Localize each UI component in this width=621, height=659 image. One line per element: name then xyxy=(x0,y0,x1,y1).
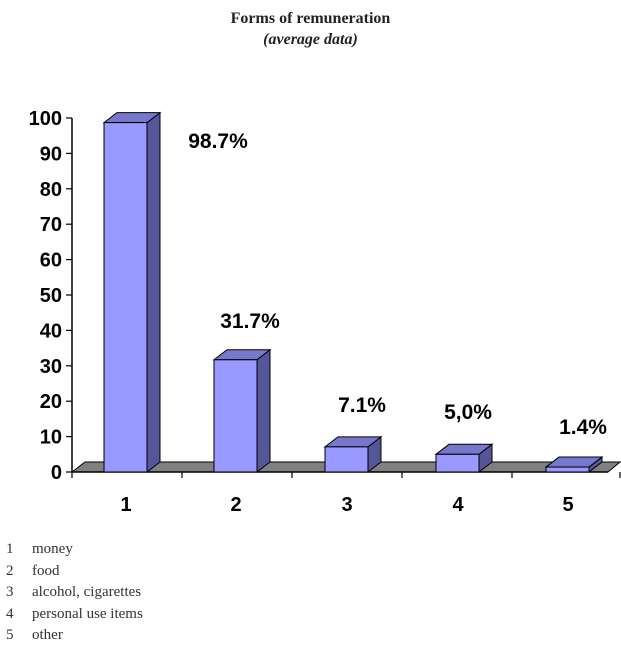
bar-chart: 0 10 20 30 40 50 60 70 80 90 100 1 2 3 4 5 98.7% 31.7% 7.1… xyxy=(29,108,621,516)
data-label: 7.1% xyxy=(338,394,386,417)
bar-side xyxy=(146,111,161,474)
data-label: 1.4% xyxy=(559,416,607,439)
legend-item: 4 personal use items xyxy=(0,604,143,626)
bar xyxy=(435,453,480,473)
x-tick-label: 2 xyxy=(230,494,241,516)
chart-subtitle: (average data) xyxy=(263,31,358,48)
bar xyxy=(545,466,590,473)
legend-number: 4 xyxy=(6,605,14,622)
bar xyxy=(103,122,148,473)
y-tick-label: 30 xyxy=(40,356,62,378)
bar xyxy=(213,359,258,473)
y-tick-label: 0 xyxy=(51,462,62,484)
data-label: 31.7% xyxy=(220,310,280,333)
legend-number: 3 xyxy=(6,584,14,600)
y-tick-label: 10 xyxy=(40,427,62,449)
legend-item: 3 alcohol, cigarettes xyxy=(0,582,143,604)
legend-label: personal use items xyxy=(32,605,143,622)
y-tick-label: 40 xyxy=(40,320,62,342)
legend-number: 2 xyxy=(6,562,14,579)
legend-item: 2 food xyxy=(0,561,143,583)
bar xyxy=(324,446,369,473)
legend-number: 1 xyxy=(6,541,14,557)
data-label: 98.7% xyxy=(188,130,248,153)
chart-title: Forms of remuneration xyxy=(230,10,391,27)
x-tick-label: 1 xyxy=(120,494,131,516)
legend-item: 5 other xyxy=(0,625,143,647)
legend-number: 5 xyxy=(6,627,14,643)
legend-label: other xyxy=(32,627,63,643)
legend-item: 1 money xyxy=(0,539,143,561)
x-tick-label: 4 xyxy=(452,494,464,516)
y-tick-label: 100 xyxy=(29,108,62,130)
x-tick-label: 3 xyxy=(341,494,352,516)
data-label: 5,0% xyxy=(444,401,492,424)
y-tick-label: 60 xyxy=(40,250,62,272)
bar-side xyxy=(256,348,271,474)
y-tick-label: 20 xyxy=(40,391,62,413)
legend-label: food xyxy=(32,562,60,579)
y-tick-label: 90 xyxy=(40,143,62,165)
x-tick-label: 5 xyxy=(562,494,573,516)
y-tick-label: 70 xyxy=(40,214,62,236)
y-tick-label: 50 xyxy=(40,285,62,307)
category-legend: 1 money 2 food 3 alcohol, cigarettes 4 perso… xyxy=(0,539,143,647)
legend-label: alcohol, cigarettes xyxy=(32,584,142,600)
y-tick-label: 80 xyxy=(40,179,62,201)
legend-label: money xyxy=(32,541,73,557)
